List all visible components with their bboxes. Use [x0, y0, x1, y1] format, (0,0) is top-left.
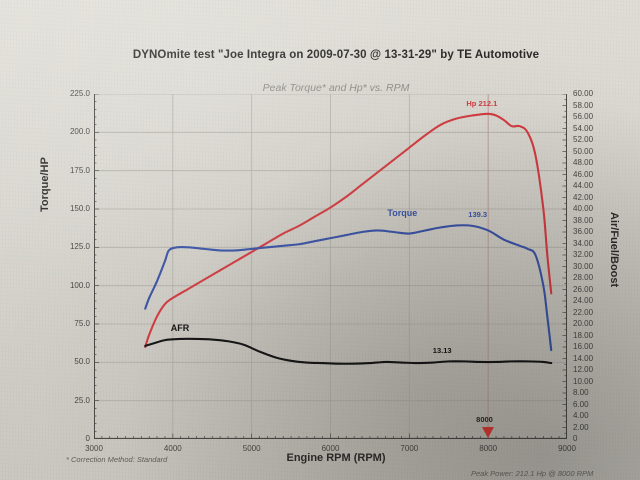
- y-axis-left-tick-100: 100.0: [69, 280, 90, 290]
- afr-series-label: AFR: [170, 322, 190, 333]
- series-line-torque: [144, 224, 553, 352]
- y-axis-right-tick-46: 46.00: [573, 169, 594, 179]
- x-axis-tick-3000: 3000: [85, 444, 103, 453]
- y-axis-right-tick-20: 20.00: [573, 319, 594, 328]
- plot-area: [94, 94, 567, 439]
- torque-value-label: 139.3: [468, 210, 488, 220]
- y-axis-right-tick-16: 16.00: [573, 342, 594, 351]
- y-axis-left-tick-225: 225.0: [69, 89, 90, 98]
- y-axis-right-tick-38: 38.00: [573, 215, 594, 225]
- torque-series-label: Torque: [387, 208, 418, 219]
- y-axis-right-tick-48: 48.00: [573, 158, 594, 167]
- y-axis-right-tick-26: 26.00: [573, 284, 594, 294]
- correction-method-note: * Correction Method: Standard: [66, 455, 168, 464]
- y-axis-right-tick-60: 60.00: [573, 89, 594, 98]
- y-axis-right-tick-44: 44.00: [573, 181, 594, 190]
- y-axis-right-tick-14: 14.00: [573, 353, 594, 363]
- x-axis-tick-7000: 7000: [400, 444, 419, 453]
- y-axis-right-tick-18: 18.00: [573, 330, 594, 340]
- series-line-hp: [144, 112, 553, 349]
- y-axis-right-tick-52: 52.00: [573, 135, 594, 144]
- y-axis-left-tick-150: 150.0: [69, 204, 90, 213]
- y-axis-right-tick-22: 22.00: [573, 307, 594, 317]
- x-axis-tick-6000: 6000: [321, 444, 340, 453]
- y-axis-right-tick-54: 54.00: [573, 123, 594, 133]
- y-axis-left-tick-25: 25.0: [74, 395, 90, 405]
- y-axis-right-tick-6: 6.00: [573, 399, 589, 409]
- y-axis-right-tick-56: 56.00: [573, 112, 594, 121]
- y-axis-right-tick-36: 36.00: [573, 227, 594, 236]
- plot-svg: [94, 94, 567, 439]
- y-axis-right-tick-8: 8.00: [573, 388, 589, 397]
- y-axis-right-tick-24: 24.00: [573, 296, 594, 305]
- y-axis-right-tick-28: 28.00: [573, 273, 594, 282]
- y-axis-right-tick-42: 42.00: [573, 192, 594, 202]
- chart-sheet-content: DYNOmite test "Joe Integra on 2009-07-30…: [16, 22, 640, 480]
- y-axis-right-tick-2: 2.00: [573, 422, 589, 432]
- hp-peak-label: Hp 212.1: [466, 98, 498, 108]
- rpm-marker-label: 8000: [476, 415, 493, 424]
- y-axis-right-tick-0: 0: [573, 434, 578, 443]
- chart-subtitle: Peak Torque* and Hp* vs. RPM: [262, 82, 410, 94]
- peak-power-note: Peak Power: 212.1 Hp @ 8000 RPM: [471, 469, 594, 478]
- rpm-marker-triangle: [482, 427, 495, 438]
- y-axis-left-tick-50: 50.0: [74, 357, 90, 367]
- y-axis-right-tick-12: 12.00: [573, 365, 594, 374]
- x-axis-tick-5000: 5000: [242, 444, 261, 453]
- y-axis-left-tick-175: 175.0: [69, 165, 90, 175]
- x-axis-title: Engine RPM (RPM): [286, 452, 386, 464]
- chart-title: DYNOmite test "Joe Integra on 2009-07-30…: [132, 49, 540, 61]
- x-axis-tick-4000: 4000: [163, 444, 182, 453]
- y-axis-right-tick-10: 10.00: [573, 376, 594, 386]
- y-axis-right-tick-58: 58.00: [573, 100, 594, 110]
- y-axis-right-tick-30: 30.00: [573, 261, 594, 271]
- x-axis-tick-9000: 9000: [558, 444, 576, 453]
- y-axis-left-tick-200: 200.0: [69, 127, 90, 137]
- y-axis-left-tick-125: 125.0: [69, 242, 90, 252]
- afr-value-label: 13.13: [432, 346, 452, 356]
- y-axis-right-tick-32: 32.00: [573, 250, 594, 259]
- y-axis-right-tick-34: 34.00: [573, 238, 594, 248]
- y-axis-right-tick-40: 40.00: [573, 204, 594, 213]
- x-axis-tick-8000: 8000: [479, 444, 498, 453]
- y-axis-right-tick-50: 50.00: [573, 146, 594, 156]
- y-axis-right-tick-4: 4.00: [573, 411, 589, 420]
- y-axis-left-tick-75: 75.0: [74, 319, 90, 328]
- y-axis-left-tick-0: 0: [85, 434, 90, 443]
- series-line-afr: [144, 337, 553, 365]
